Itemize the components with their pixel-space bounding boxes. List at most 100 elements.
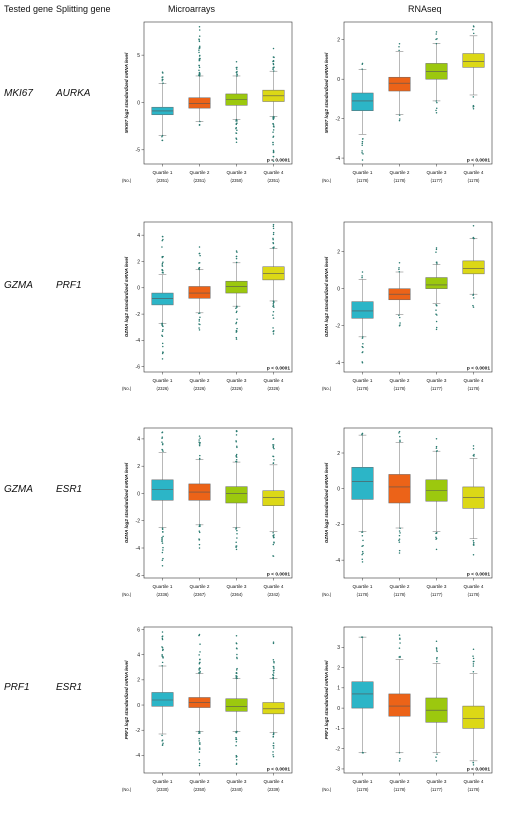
category-label: Quartile 2 (390, 170, 410, 175)
outlier-point (235, 456, 238, 458)
p-value-label: p < 0.0001 (267, 767, 290, 773)
y-axis-label: GZMA log2 standardized mRNA level (324, 256, 329, 337)
y-tick-label: -2 (336, 522, 341, 528)
outlier-point (435, 100, 438, 102)
p-value-label: p < 0.0001 (267, 366, 290, 372)
outlier-point (435, 320, 438, 323)
outlier-point (361, 68, 363, 70)
outlier-point (162, 546, 164, 549)
category-label: Quartile 4 (264, 779, 284, 784)
y-tick-label: 2 (337, 451, 340, 457)
outlier-point (399, 440, 401, 443)
outlier-point (272, 311, 275, 313)
outlier-point (198, 25, 201, 28)
outlier-point (161, 536, 163, 539)
outlier-point (198, 51, 200, 54)
outlier-point (435, 326, 438, 329)
box-quartile-3 (225, 61, 248, 143)
outlier-point (398, 539, 400, 542)
y-tick-label: -1 (336, 726, 341, 732)
outlier-point (198, 525, 201, 528)
outlier-point (436, 263, 438, 265)
outlier-point (198, 262, 200, 264)
outlier-point (198, 457, 201, 460)
outlier-point (435, 313, 437, 315)
outlier-point (435, 33, 437, 35)
outlier-point (398, 647, 401, 649)
box-iqr (462, 705, 485, 729)
outlier-point (236, 73, 238, 76)
category-label: Quartile 3 (227, 584, 247, 589)
row3-tested-gene: GZMA (4, 484, 33, 495)
outlier-point (235, 730, 238, 733)
sample-count-label: (1177) (431, 787, 443, 792)
category-label: Quartile 3 (427, 779, 447, 784)
outlier-point (398, 271, 401, 273)
outlier-point (235, 528, 237, 530)
sample-count-label: (2330) (156, 787, 169, 792)
outlier-point (162, 531, 164, 533)
outlier-point (435, 248, 438, 251)
y-tick-label: 0 (137, 491, 140, 497)
outlier-point (436, 656, 438, 659)
outlier-point (472, 293, 475, 296)
outlier-point (236, 129, 238, 131)
outlier-point (236, 327, 238, 330)
outlier-point (398, 552, 401, 554)
outlier-point (199, 254, 201, 257)
outlier-point (161, 441, 163, 443)
outlier-point (399, 655, 401, 658)
row2-tested-gene: GZMA (4, 280, 33, 291)
outlier-point (472, 539, 475, 542)
box-quartile-4 (462, 25, 485, 110)
outlier-point (272, 677, 275, 679)
outlier-point (272, 223, 275, 226)
outlier-point (472, 764, 475, 766)
outlier-point (399, 532, 401, 534)
outlier-point (473, 541, 475, 544)
outlier-point (361, 138, 364, 140)
box-quartile-4 (262, 223, 285, 335)
outlier-point (436, 650, 438, 653)
box-iqr (151, 479, 174, 501)
outlier-point (235, 336, 238, 339)
outlier-point (472, 96, 475, 98)
category-label: Quartile 1 (153, 170, 173, 175)
box-quartile-3 (225, 635, 248, 765)
y-tick-label: 2 (137, 678, 140, 684)
y-tick-label: 0 (337, 487, 340, 493)
outlier-point (272, 238, 274, 241)
outlier-point (162, 82, 164, 84)
row2-splitting-gene: PRF1 (56, 280, 82, 291)
outlier-point (361, 275, 363, 277)
box-quartile-1 (151, 631, 174, 747)
boxplot-rnaseq-gzma-esr1: -4 -2 0 2 GZMA log2 standardized mRNA level p… (322, 427, 493, 597)
outlier-point (235, 672, 238, 674)
outlier-point (472, 660, 475, 663)
outlier-point (198, 547, 201, 549)
sample-count-header: (No.) (122, 787, 132, 792)
outlier-point (161, 437, 163, 440)
outlier-point (272, 659, 275, 661)
outlier-point (235, 120, 237, 122)
sample-count-label: (1178) (357, 386, 369, 391)
outlier-point (235, 331, 238, 333)
outlier-point (272, 641, 275, 643)
outlier-point (436, 101, 438, 104)
outlier-point (235, 311, 238, 314)
outlier-point (198, 40, 201, 43)
outlier-point (273, 70, 275, 72)
outlier-point (235, 255, 238, 258)
outlier-point (161, 262, 164, 265)
y-tick-label: 4 (137, 233, 140, 239)
sample-count-header: (No.) (322, 592, 332, 597)
outlier-point (198, 654, 200, 656)
outlier-point (399, 757, 401, 760)
outlier-point (199, 651, 201, 653)
outlier-point (198, 747, 201, 749)
p-value-label: p < 0.0001 (467, 572, 490, 578)
outlier-point (235, 61, 238, 63)
outlier-point (235, 68, 238, 70)
box-quartile-1 (151, 71, 174, 142)
sample-count-label: (2350) (230, 178, 243, 183)
